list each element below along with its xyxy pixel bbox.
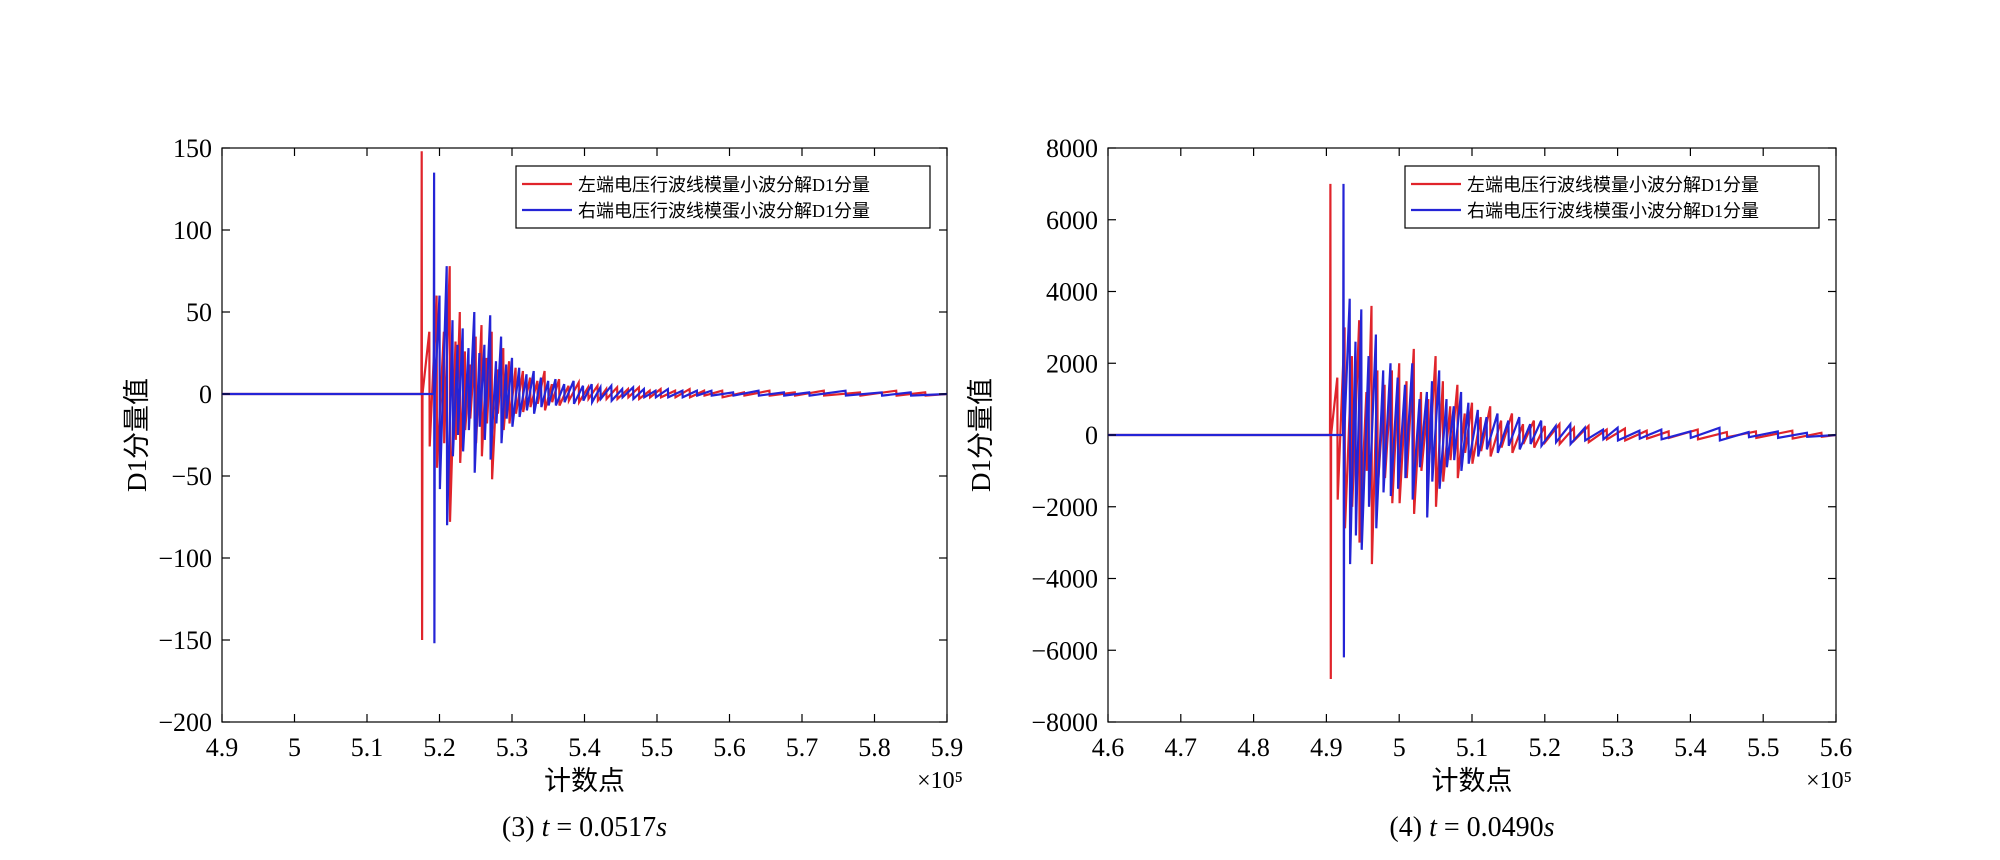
x-exponent-label: ×10⁵ bbox=[917, 768, 963, 794]
x-tick-label: 4.7 bbox=[1165, 733, 1198, 762]
x-tick-label: 5.1 bbox=[1456, 733, 1489, 762]
y-tick-label: −8000 bbox=[1031, 708, 1098, 737]
y-tick-label: −4000 bbox=[1031, 565, 1098, 594]
x-tick-label: 4.9 bbox=[206, 733, 239, 762]
x-tick-label: 5.8 bbox=[858, 733, 891, 762]
y-tick-label: −150 bbox=[158, 626, 212, 655]
x-tick-label: 5.5 bbox=[641, 733, 674, 762]
x-tick-label: 5.6 bbox=[713, 733, 746, 762]
y-tick-label: 6000 bbox=[1046, 206, 1098, 235]
x-tick-label: 5.3 bbox=[1601, 733, 1634, 762]
y-tick-label: 100 bbox=[173, 216, 212, 245]
x-tick-label: 5.5 bbox=[1747, 733, 1780, 762]
x-tick-label: 5.7 bbox=[786, 733, 819, 762]
y-axis-label: D1分量值 bbox=[122, 378, 152, 492]
x-tick-label: 5.2 bbox=[1529, 733, 1562, 762]
y-tick-label: 4000 bbox=[1046, 278, 1098, 307]
x-tick-label: 5.1 bbox=[351, 733, 384, 762]
x-tick-label: 5 bbox=[288, 733, 301, 762]
legend-label: 左端电压行波线模量小波分解D1分量 bbox=[1467, 175, 1759, 195]
chart-caption: (4) t = 0.0490s bbox=[1389, 812, 1554, 843]
x-tick-label: 5.2 bbox=[423, 733, 456, 762]
legend-label: 左端电压行波线模量小波分解D1分量 bbox=[578, 175, 870, 195]
y-tick-label: 0 bbox=[199, 380, 212, 409]
x-axis-label: 计数点 bbox=[544, 766, 625, 796]
x-tick-label: 4.6 bbox=[1092, 733, 1125, 762]
x-tick-label: 5 bbox=[1393, 733, 1406, 762]
x-tick-label: 5.4 bbox=[1674, 733, 1707, 762]
x-tick-label: 4.9 bbox=[1310, 733, 1343, 762]
chart-1: 4.9 5 5.1 5.2 5.3 5.4 5.5 5.6 5.7 5.8 5.9 150 100 50 0… bbox=[122, 134, 963, 843]
series-line-right bbox=[222, 172, 948, 644]
x-tick-label: 5.6 bbox=[1820, 733, 1853, 762]
legend-box bbox=[515, 165, 931, 229]
chart-caption: (3) t = 0.0517s bbox=[502, 812, 667, 843]
plot-area bbox=[221, 147, 948, 723]
x-tick-label: 4.8 bbox=[1237, 733, 1270, 762]
legend-label: 右端电压行波线模蛋小波分解D1分量 bbox=[578, 201, 870, 221]
y-tick-label: 150 bbox=[173, 134, 212, 163]
y-tick-label: −2000 bbox=[1031, 493, 1098, 522]
y-tick-label: −100 bbox=[158, 544, 212, 573]
series-line-right bbox=[1108, 183, 1837, 658]
x-tick-label: 5.9 bbox=[931, 733, 964, 762]
y-tick-label: −6000 bbox=[1031, 636, 1098, 665]
chart-2: 4.6 4.7 4.8 4.9 5 5.1 5.2 5.3 5.4 5.5 5.6 8000 6000 4… bbox=[966, 134, 1852, 843]
y-tick-label: 8000 bbox=[1046, 134, 1098, 163]
x-tick-label: 5.4 bbox=[568, 733, 601, 762]
y-tick-label: 0 bbox=[1085, 421, 1098, 450]
x-exponent-label: ×10⁵ bbox=[1806, 768, 1852, 794]
y-tick-label: 2000 bbox=[1046, 349, 1098, 378]
y-tick-label: −50 bbox=[171, 462, 212, 491]
legend-label: 右端电压行波线模蛋小波分解D1分量 bbox=[1467, 201, 1759, 221]
legend-box bbox=[1404, 165, 1820, 229]
y-axis-label: D1分量值 bbox=[966, 378, 996, 492]
y-tick-label: 50 bbox=[186, 298, 212, 327]
x-axis-label: 计数点 bbox=[1432, 766, 1513, 796]
y-tick-label: −200 bbox=[158, 708, 212, 737]
x-tick-label: 5.3 bbox=[496, 733, 529, 762]
